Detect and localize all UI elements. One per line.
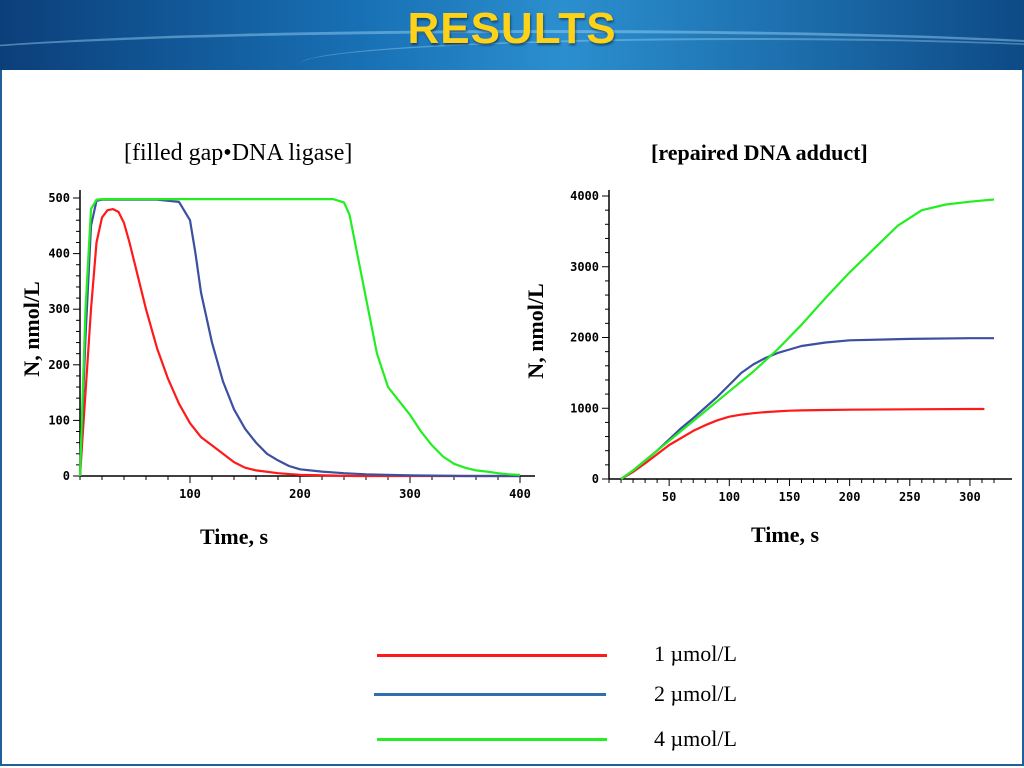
chart2-x-tick-label: 300: [959, 490, 981, 504]
chart2-title: [repaired DNA adduct]: [651, 140, 868, 165]
chart2-x-tick-label: 150: [779, 490, 801, 504]
chart1-series-line-3: [78, 198, 521, 477]
legend-line-1: [377, 654, 607, 657]
chart1-y-tick-label: 300: [48, 302, 70, 316]
slide-title: RESULTS: [407, 4, 617, 53]
chart1-x-tick-label: 100: [179, 487, 201, 501]
header-decoration: [300, 38, 1024, 70]
legend-label-3: 4 µmol/L: [654, 726, 737, 751]
chart2-y-tick-label: 2000: [570, 331, 599, 345]
chart1-xlabel: Time, s: [200, 524, 269, 549]
chart1-x-tick-label: 400: [509, 487, 531, 501]
chart2-series-line-3: [620, 198, 995, 480]
chart1-y-tick-label: 0: [63, 469, 70, 483]
legend-line-3: [377, 738, 607, 741]
header-decoration: [0, 30, 1024, 70]
chart1-y-tick-label: 500: [48, 191, 70, 205]
chart2-y-tick-label: 3000: [570, 260, 599, 274]
chart1-x-tick-label: 200: [289, 487, 311, 501]
chart2-y-tick-label: 0: [592, 472, 599, 486]
legend-line-2: [374, 693, 606, 696]
chart1-y-tick-label: 100: [48, 413, 70, 427]
legend-label-2: 2 µmol/L: [654, 681, 737, 706]
chart1-x-tick-label: 300: [399, 487, 421, 501]
chart2-x-tick-label: 250: [899, 490, 921, 504]
chart1-y-tick-label: 400: [48, 247, 70, 261]
chart2-x-tick-label: 100: [718, 490, 740, 504]
legend-label-1: 1 µmol/L: [654, 641, 737, 666]
chart2-y-tick-label: 4000: [570, 189, 599, 203]
chart2-x-tick-label: 50: [662, 490, 676, 504]
chart2-x-tick-label: 200: [839, 490, 861, 504]
chart1-y-tick-label: 200: [48, 358, 70, 372]
slide-content-frame: [0, 70, 1024, 766]
chart1-series-line-1: [78, 208, 520, 478]
chart1-title: [filled gap•DNA ligase]: [124, 140, 353, 166]
chart2-xlabel: Time, s: [751, 522, 820, 547]
slide-header: RESULTS: [0, 0, 1024, 70]
chart2-y-tick-label: 1000: [570, 401, 599, 415]
chart2-series-line-1: [620, 407, 985, 480]
